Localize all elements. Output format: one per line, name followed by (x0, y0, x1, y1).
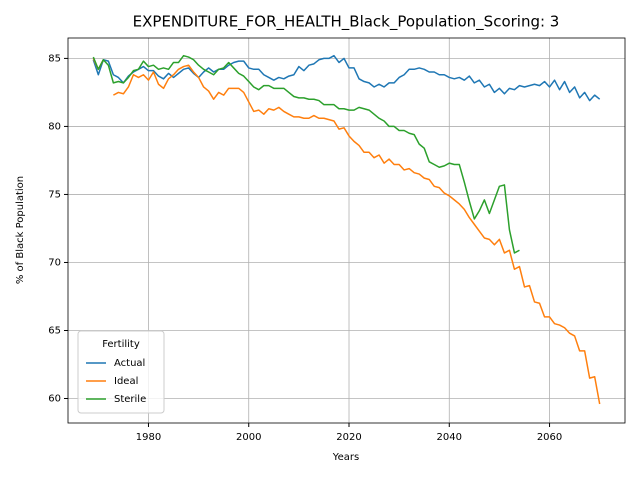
y-tick-label: 70 (48, 257, 61, 268)
legend-label: Ideal (114, 376, 138, 387)
x-tick-label: 2020 (336, 432, 361, 443)
x-tick-label: 2000 (236, 432, 261, 443)
legend: Fertility Actual Ideal Sterile (77, 330, 165, 414)
legend-label: Sterile (114, 394, 146, 405)
x-axis-label: Years (332, 452, 359, 463)
y-tick-label: 60 (48, 394, 61, 405)
y-tick-label: 85 (48, 53, 61, 64)
y-tick-label: 80 (48, 121, 61, 132)
line (92, 54, 601, 102)
y-axis-label: % of Black Population (15, 176, 26, 284)
legend-title: Fertility (102, 339, 140, 350)
legend-label: Actual (114, 358, 145, 369)
x-tick-label: 2060 (537, 432, 562, 443)
line (92, 54, 520, 254)
y-tick-label: 65 (48, 325, 61, 336)
legend-box (77, 330, 165, 414)
plot-frame (67, 37, 626, 424)
x-tick-label: 2040 (437, 432, 462, 443)
y-tick-label: 75 (48, 189, 61, 200)
chart-title: EXPENDITURE_FOR_HEALTH_Black_Population_… (133, 13, 560, 32)
x-tick-label: 1980 (136, 432, 161, 443)
